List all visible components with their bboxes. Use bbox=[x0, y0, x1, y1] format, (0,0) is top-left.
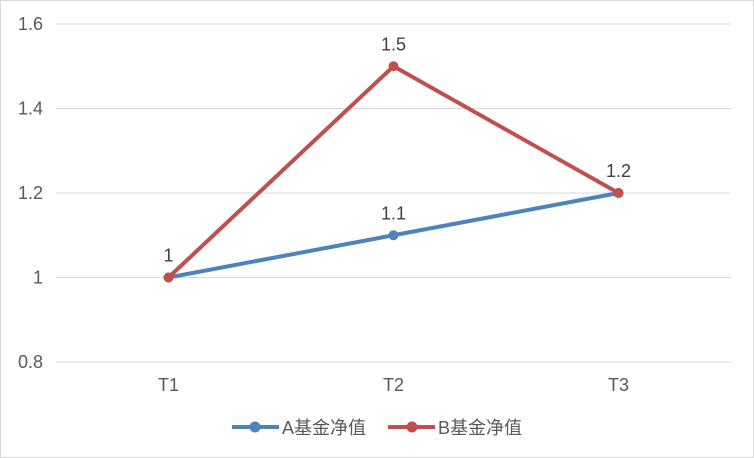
data-point-marker[interactable] bbox=[388, 61, 399, 72]
data-label: 1.1 bbox=[381, 203, 406, 223]
data-point-marker[interactable] bbox=[613, 188, 624, 198]
legend-label-series-a: A基金净值 bbox=[281, 418, 366, 438]
legend-dot-icon bbox=[406, 421, 417, 433]
legend-item-series-a[interactable]: A基金净值 bbox=[231, 414, 366, 440]
data-label: 1.5 bbox=[381, 34, 406, 54]
legend-line-marker-icon bbox=[388, 421, 435, 433]
y-axis-tick-label: 1 bbox=[33, 268, 43, 288]
x-axis-category-label: T1 bbox=[158, 375, 179, 395]
series-line-b[interactable] bbox=[167, 64, 620, 279]
legend-item-series-b[interactable]: B基金净值 bbox=[388, 414, 522, 440]
data-label: 1.2 bbox=[606, 161, 631, 181]
data-point-marker[interactable] bbox=[163, 272, 174, 283]
x-axis-category-label: T2 bbox=[383, 375, 404, 395]
x-axis-category-label: T3 bbox=[608, 375, 629, 395]
legend-dot-icon bbox=[249, 421, 261, 433]
y-axis-tick-label: 0.8 bbox=[18, 352, 43, 372]
data-label: 1 bbox=[163, 246, 173, 266]
y-axis-tick-label: 1.2 bbox=[18, 183, 43, 203]
data-point-marker[interactable] bbox=[388, 230, 399, 241]
legend-label-series-b: B基金净值 bbox=[438, 418, 523, 438]
chart-legend: A基金净值 B基金净值 bbox=[1, 413, 753, 441]
y-axis-tick-label: 1.4 bbox=[18, 99, 43, 119]
y-axis-tick-label: 1.6 bbox=[18, 14, 43, 34]
legend-line-marker-icon bbox=[231, 421, 279, 433]
